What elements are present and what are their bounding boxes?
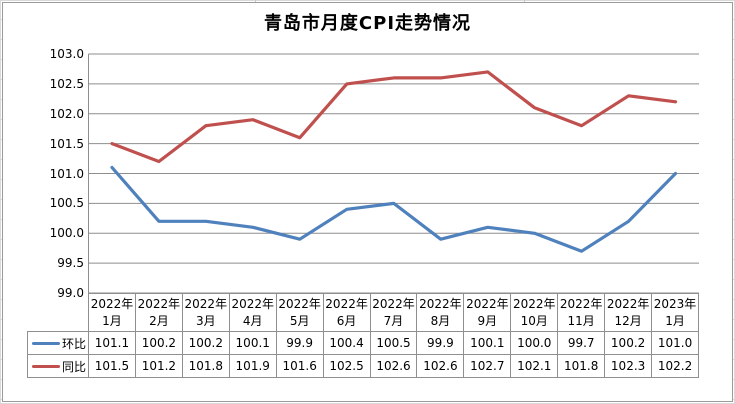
table-header-row: 2022年 1月 2022年 2月 2022年 3月 2022年 4月 2022年 5月 2022年… [28, 293, 699, 332]
value-cell: 100.2 [134, 331, 183, 355]
y-tick-label: 99.0 [57, 286, 84, 300]
sheet-row-stubs-right [733, 0, 735, 404]
legend-swatch-mom [31, 341, 60, 345]
month-header-month: 10月 [520, 313, 548, 328]
month-header-cell: 2022年 12月 [604, 293, 653, 332]
value-cell: 101.0 [651, 331, 699, 355]
month-header-cell: 2022年 10月 [510, 293, 559, 332]
month-header-cell: 2022年 6月 [322, 293, 371, 332]
sheet-column-stub [255, 0, 256, 2]
month-header-cell: 2022年 7月 [369, 293, 418, 332]
table-corner-cell [28, 294, 89, 332]
value-cell: 99.7 [557, 331, 606, 355]
value-cell: 102.2 [651, 354, 699, 378]
month-header-cell: 2022年 1月 [88, 293, 136, 332]
y-tick-label: 100.0 [49, 226, 84, 240]
y-tick-label: 100.5 [49, 196, 84, 210]
month-header-month: 3月 [195, 313, 216, 328]
value-cell: 102.3 [604, 354, 653, 378]
sheet-gridline-top [0, 0, 735, 1]
value-cell: 100.2 [181, 331, 230, 355]
month-header-cell: 2022年 2月 [134, 293, 183, 332]
value-cell: 99.9 [416, 331, 465, 355]
month-header-cell: 2022年 5月 [275, 293, 324, 332]
month-header-month: 2月 [149, 313, 169, 328]
value-cell: 102.1 [510, 354, 559, 378]
chart-title: 青岛市月度CPI走势情况 [263, 13, 472, 34]
legend-swatch-yoy [31, 364, 60, 368]
month-header-month: 6月 [336, 313, 357, 328]
sheet-column-stub [524, 0, 525, 2]
month-header-month: 8月 [430, 313, 451, 328]
month-header-month: 1月 [665, 313, 685, 328]
y-tick-label: 99.5 [57, 256, 84, 270]
legend-label: 同比 [61, 359, 86, 374]
value-cell: 101.5 [88, 354, 136, 378]
month-header-year: 2022年 [184, 296, 228, 311]
month-header-year: 2023年 [653, 296, 697, 311]
legend-cell-yoy: 同比 [27, 354, 89, 378]
month-header-year: 2022年 [466, 296, 509, 311]
value-cell: 102.6 [416, 354, 465, 378]
month-header-month: 9月 [477, 313, 498, 328]
month-header-year: 2022年 [559, 296, 603, 311]
value-cell: 101.8 [557, 354, 606, 378]
month-header-month: 12月 [614, 313, 642, 328]
month-header-year: 2022年 [372, 296, 415, 311]
month-header-cell: 2022年 8月 [416, 293, 465, 332]
value-cell: 101.1 [88, 331, 136, 355]
value-cell: 100.1 [463, 331, 512, 355]
value-cell: 100.0 [510, 331, 559, 355]
month-header-year: 2022年 [278, 296, 321, 311]
y-tick-label: 101.0 [49, 167, 84, 181]
value-cell: 100.1 [228, 331, 277, 355]
value-cell: 101.6 [275, 354, 324, 378]
month-header-year: 2022年 [606, 296, 650, 311]
month-header-cell: 2023年 1月 [651, 293, 699, 332]
month-header-cell: 2022年 4月 [228, 293, 277, 332]
month-header-month: 1月 [102, 313, 122, 328]
value-cell: 100.2 [604, 331, 653, 355]
month-header-year: 2022年 [419, 296, 462, 311]
month-header-month: 11月 [567, 313, 595, 328]
month-header-year: 2022年 [137, 296, 181, 311]
value-cell: 100.4 [322, 331, 371, 355]
month-header-year: 2022年 [231, 296, 274, 311]
value-cell: 101.8 [181, 354, 230, 378]
month-header-year: 2022年 [512, 296, 556, 311]
value-cell: 101.2 [134, 354, 183, 378]
month-header-month: 7月 [383, 313, 404, 328]
sheet-row-stubs-left [0, 0, 2, 404]
y-tick-label: 102.5 [49, 77, 84, 91]
month-header-month: 5月 [289, 313, 310, 328]
legend-cell-mom: 环比 [27, 331, 89, 355]
month-header-year: 2022年 [325, 296, 368, 311]
legend-label: 环比 [61, 336, 86, 351]
month-header-cell: 2022年 9月 [463, 293, 512, 332]
value-cell: 100.5 [369, 331, 418, 355]
month-header-cell: 2022年 3月 [181, 293, 230, 332]
value-cell: 102.5 [322, 354, 371, 378]
value-cell: 102.7 [463, 354, 512, 378]
month-header-year: 2022年 [90, 296, 134, 311]
value-cell: 101.9 [228, 354, 277, 378]
month-header-month: 4月 [242, 313, 263, 328]
value-cell: 99.9 [275, 331, 324, 355]
month-header-cell: 2022年 11月 [557, 293, 606, 332]
value-cell: 102.6 [369, 354, 418, 378]
y-tick-label: 102.0 [49, 107, 84, 121]
table-row-yoy: 同比 101.5 101.2 101.8 101.9 101.6 102.5 102.6 102… [27, 354, 699, 378]
data-table: 2022年 1月 2022年 2月 2022年 3月 2022年 4月 2022年 5月 2022年… [27, 293, 699, 378]
y-tick-label: 101.5 [49, 137, 84, 151]
table-row-mom: 环比 101.1 100.2 100.2 100.1 99.9 100.4 100.5 99.9… [27, 331, 699, 355]
y-tick-label: 103.0 [49, 47, 84, 61]
